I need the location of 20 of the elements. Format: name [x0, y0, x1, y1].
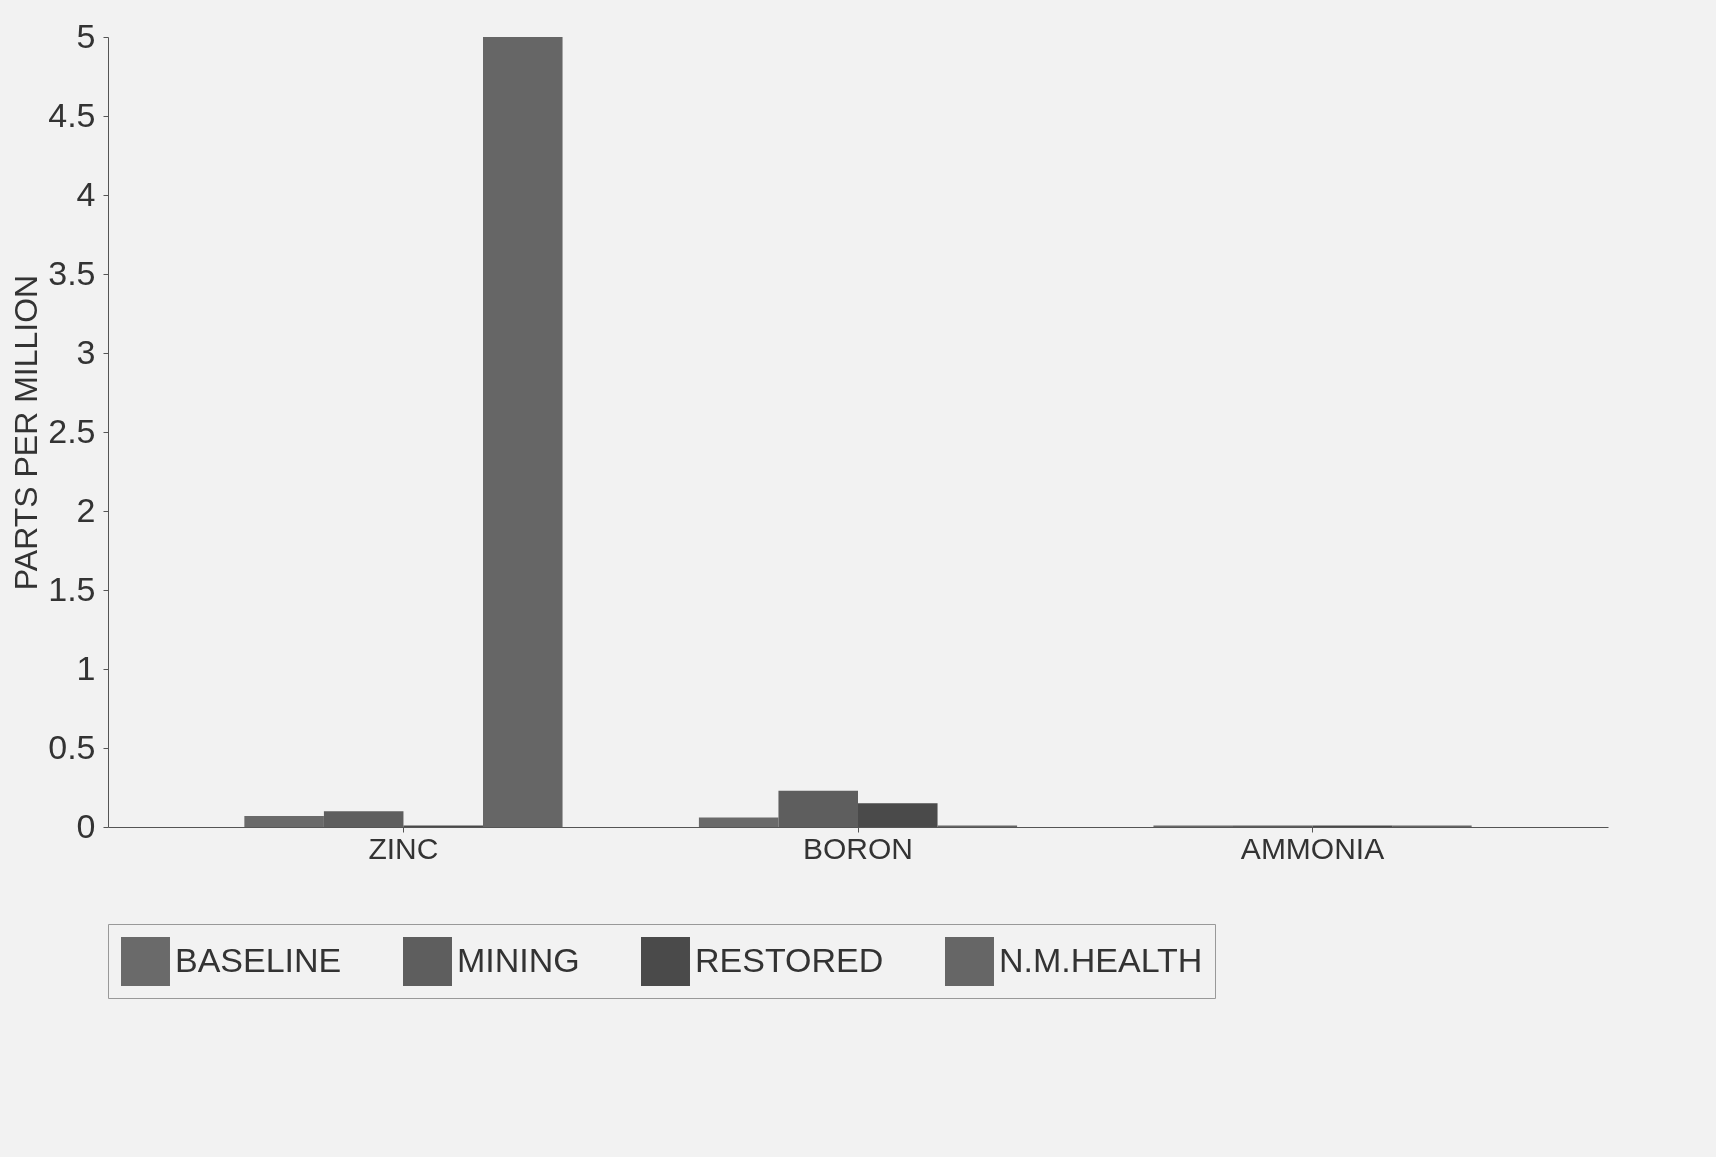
y-tick-label: 4.5: [48, 95, 96, 134]
y-tick-label: 0: [76, 806, 96, 845]
y-tick-label: 1: [76, 648, 96, 687]
legend-label: MINING: [457, 940, 580, 979]
bar: [483, 37, 563, 827]
legend-label: RESTORED: [695, 940, 884, 979]
y-axis-title: PARTS PER MILLION: [8, 274, 45, 591]
y-tick-label: 0.5: [48, 727, 96, 766]
y-tick-label: 2.5: [48, 411, 96, 450]
y-tick-label: 2: [76, 490, 96, 529]
y-tick-label: 5: [76, 16, 96, 55]
y-tick-label: 3.5: [48, 253, 96, 292]
y-tick-label: 1.5: [48, 569, 96, 608]
x-tick-label: AMMONIA: [1240, 831, 1385, 865]
legend-label: BASELINE: [175, 940, 342, 979]
x-tick-label: BORON: [802, 831, 914, 865]
y-tick-label: 3: [76, 332, 96, 371]
x-tick-label: ZINC: [368, 831, 439, 865]
legend-label: N.M.HEALTH: [999, 940, 1203, 979]
y-tick-label: 4: [76, 174, 96, 213]
